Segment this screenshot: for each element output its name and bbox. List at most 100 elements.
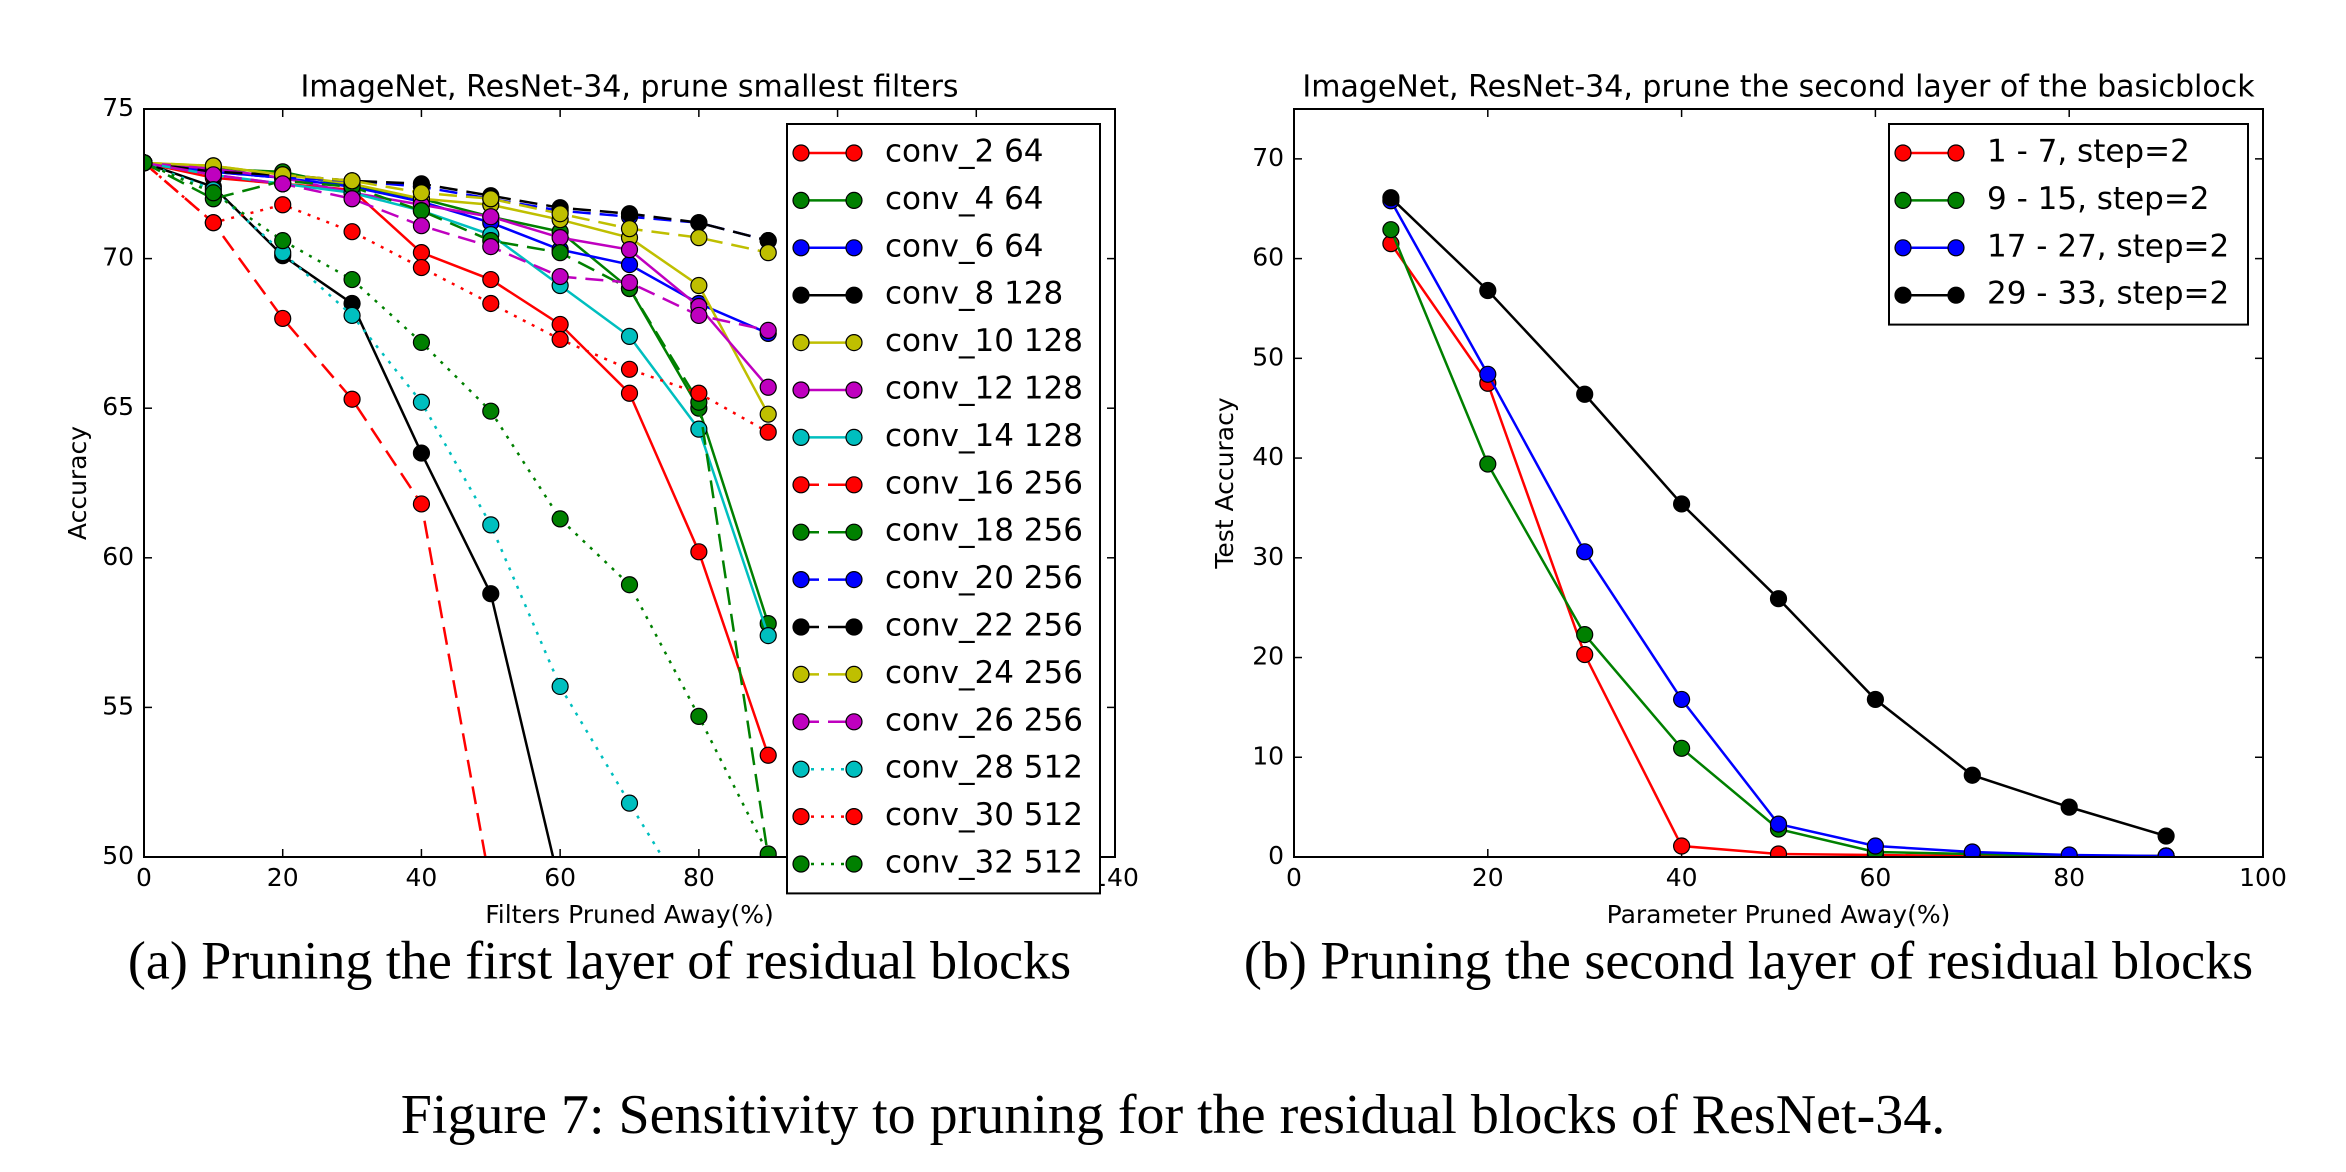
series-line — [144, 161, 487, 857]
legend-label: conv_20 256 — [885, 560, 1083, 596]
legend-label: conv_14 128 — [885, 418, 1083, 454]
legend-marker — [845, 334, 863, 352]
series-line — [144, 161, 770, 389]
legend-marker — [792, 760, 810, 778]
data-point — [1866, 690, 1885, 709]
data-point — [1672, 495, 1691, 513]
series-line — [144, 161, 770, 625]
data-point — [1866, 837, 1885, 855]
data-point — [412, 202, 431, 220]
legend-label: conv_6 64 — [885, 228, 1044, 264]
x-axis-label: Filters Pruned Away(%) — [485, 900, 774, 929]
series-line — [144, 161, 769, 332]
data-point — [1576, 625, 1594, 644]
x-tick-label: 0 — [1286, 863, 1302, 892]
legend-marker — [845, 760, 863, 778]
legend-marker — [1947, 144, 1965, 162]
legend-label: conv_26 256 — [885, 702, 1083, 738]
data-point — [482, 190, 500, 208]
data-point — [412, 184, 431, 202]
data-point — [343, 306, 361, 325]
legend-label: conv_10 128 — [885, 323, 1083, 359]
data-point — [690, 276, 708, 295]
data-point — [412, 333, 431, 351]
data-point — [551, 229, 569, 247]
legend-marker — [792, 618, 810, 636]
data-point — [2060, 846, 2078, 857]
y-axis-label: Test Accuracy — [1210, 397, 1239, 570]
series-line — [144, 161, 770, 415]
legend-marker — [1947, 286, 1965, 304]
legend-marker — [845, 807, 863, 826]
x-tick-label: 80 — [2053, 863, 2085, 892]
legend-marker — [845, 191, 863, 209]
y-tick-label: 55 — [102, 691, 134, 720]
legend-marker — [792, 855, 810, 873]
y-tick-label: 20 — [1252, 642, 1284, 671]
data-point — [690, 214, 708, 232]
x-tick-label: 0 — [136, 863, 152, 892]
chart-title: ImageNet, ResNet-34, prune the second la… — [1302, 70, 2255, 105]
data-point — [412, 444, 431, 462]
series-line — [144, 161, 770, 855]
legend-label: conv_16 256 — [885, 465, 1083, 501]
chart: ImageNet, ResNet-34, prune smallest filt… — [63, 70, 1139, 991]
data-point — [482, 516, 500, 534]
data-point — [620, 794, 639, 812]
legend-marker — [792, 570, 810, 589]
x-tick-label: 80 — [683, 863, 715, 892]
legend-marker — [845, 286, 863, 304]
legend-marker — [792, 191, 810, 209]
data-point — [1382, 221, 1400, 239]
data-point — [343, 190, 361, 208]
series-line — [144, 161, 769, 242]
data-point — [483, 879, 499, 895]
legend-label: 17 - 27, step=2 — [1987, 228, 2229, 264]
y-tick-label: 70 — [102, 243, 134, 272]
data-point — [204, 214, 222, 232]
legend-marker — [1894, 144, 1912, 162]
legend-label: conv_24 256 — [885, 655, 1083, 691]
y-tick-label: 75 — [102, 93, 134, 122]
data-point — [551, 244, 569, 262]
legend-marker — [845, 523, 863, 541]
data-point — [343, 390, 361, 408]
series-line — [144, 161, 769, 254]
legend-marker — [792, 665, 810, 684]
data-point — [759, 626, 777, 645]
data-point — [204, 184, 222, 202]
series-line — [144, 161, 770, 857]
data-point — [759, 405, 777, 423]
data-point — [1769, 590, 1788, 608]
legend-marker — [1947, 239, 1965, 257]
data-point — [690, 229, 708, 247]
series-line — [144, 161, 770, 756]
series-line — [144, 161, 770, 636]
data-point — [620, 255, 639, 274]
y-tick-label: 65 — [102, 392, 134, 421]
data-point — [620, 273, 639, 292]
legend-label: 29 - 33, step=2 — [1987, 276, 2229, 312]
data-point — [690, 707, 708, 725]
legend-marker — [792, 286, 810, 304]
x-tick-label: 40 — [406, 863, 438, 892]
y-tick-label: 40 — [1252, 442, 1284, 471]
legend-label: conv_30 512 — [885, 797, 1083, 833]
data-point — [482, 294, 500, 313]
legend: 1 - 7, step=2 9 - 15, step=2 17 - 27, step… — [1888, 123, 2249, 326]
legend-label: conv_2 64 — [885, 134, 1044, 170]
chart: ImageNet, ResNet-34, prune the second la… — [1210, 70, 2287, 991]
data-point — [412, 495, 431, 513]
data-point — [759, 321, 777, 340]
data-point — [274, 309, 292, 328]
data-point — [412, 217, 431, 235]
legend-label: conv_4 64 — [885, 181, 1044, 217]
legend-marker — [792, 523, 810, 541]
legend-marker — [845, 428, 863, 446]
data-point — [551, 677, 569, 696]
legend-marker — [845, 239, 863, 257]
data-point — [620, 220, 639, 238]
data-point — [1769, 815, 1788, 833]
data-point — [274, 196, 292, 214]
data-point — [1479, 281, 1497, 300]
